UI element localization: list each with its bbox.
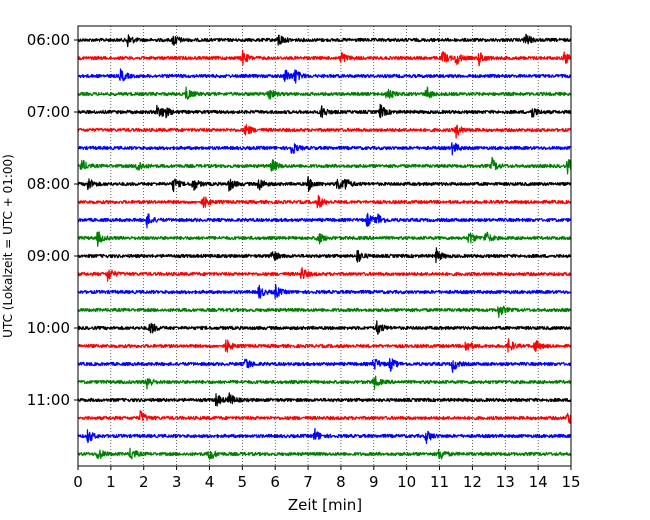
y-axis-label: UTC (Lokalzeit = UTC + 01:00)	[1, 154, 15, 338]
x-tick-label: 9	[369, 473, 379, 491]
plot-frame	[77, 25, 572, 467]
trace-0930	[77, 283, 572, 300]
trace-0745	[77, 156, 572, 175]
x-axis-label: Zeit [min]	[288, 496, 362, 514]
trace-0830	[77, 212, 572, 229]
y-tick-label: 11:00	[27, 391, 70, 409]
trace-0845	[77, 231, 572, 247]
x-tick-label: 6	[270, 473, 280, 491]
x-tick-label: 14	[529, 473, 548, 491]
y-axis-ticks: 06:00 07:00 08:00 09:00 10:00 11:00	[27, 31, 78, 409]
x-tick-label: 10	[397, 473, 416, 491]
x-tick-label: 2	[139, 473, 149, 491]
trace-0600	[77, 33, 572, 48]
y-tick-label: 10:00	[27, 319, 70, 337]
x-tick-label: 11	[430, 473, 449, 491]
x-tick-label: 13	[496, 473, 515, 491]
trace-0700	[77, 103, 572, 119]
trace-1130	[77, 427, 572, 445]
trace-1030	[77, 357, 572, 373]
y-tick-label: 09:00	[27, 247, 70, 265]
trace-0715	[77, 124, 572, 139]
seismogram-traces	[77, 33, 572, 460]
trace-0900	[77, 247, 572, 264]
x-tick-label: 15	[561, 473, 580, 491]
trace-1100	[77, 392, 572, 407]
trace-1015	[77, 338, 572, 353]
trace-0730	[77, 142, 572, 156]
vertical-gridlines	[110, 26, 539, 466]
trace-0800	[77, 176, 572, 193]
trace-1145	[77, 447, 572, 460]
trace-0815	[77, 194, 572, 209]
y-tick-label: 07:00	[27, 103, 70, 121]
trace-1115	[77, 410, 572, 424]
x-tick-label: 5	[238, 473, 248, 491]
x-axis-ticks: 0 1 2 3 4 5 6 7 8 9 10 11 12 13 14 15	[73, 466, 581, 491]
trace-0630	[77, 68, 572, 84]
x-tick-label: 0	[73, 473, 83, 491]
x-tick-label: 8	[336, 473, 346, 491]
trace-0615	[77, 49, 572, 67]
y-tick-label: 06:00	[27, 31, 70, 49]
x-tick-label: 1	[106, 473, 116, 491]
trace-0915	[77, 267, 572, 282]
x-tick-label: 4	[205, 473, 215, 491]
x-tick-label: 7	[303, 473, 313, 491]
trace-1000	[77, 320, 572, 335]
x-tick-label: 12	[463, 473, 482, 491]
trace-0945	[77, 305, 572, 318]
y-tick-label: 08:00	[27, 175, 70, 193]
trace-1045	[77, 375, 572, 390]
x-tick-label: 3	[172, 473, 182, 491]
trace-0645	[77, 86, 572, 100]
